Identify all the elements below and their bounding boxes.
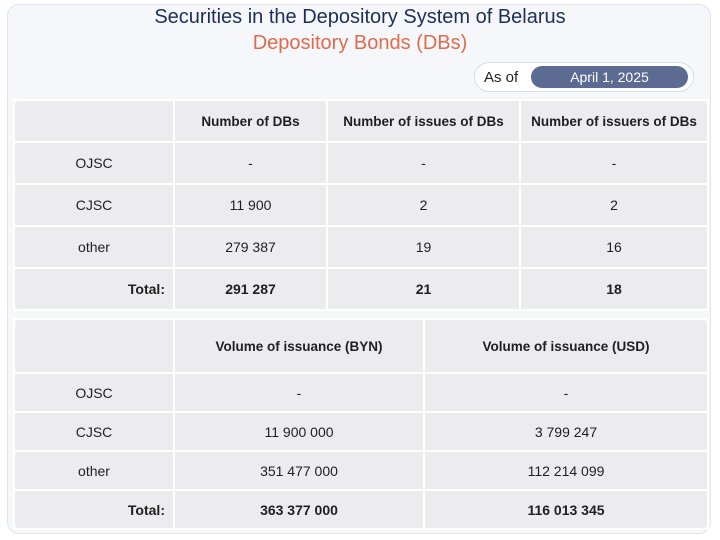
table-cell: - [173,141,328,185]
table-cell: 11 900 000 [173,411,425,452]
row-label: OJSC [13,372,175,413]
total-row: Total: 291 287 21 18 [13,267,709,311]
page-title: Securities in the Depository System of B… [154,6,566,28]
total-row: Total: 363 377 000 116 013 345 [13,489,709,530]
row-label: OJSC [13,141,175,185]
as-of-date-pill[interactable]: April 1, 2025 [531,66,688,88]
header-number-of-issuers: Number of issuers of DBs [519,99,709,143]
table-cell: - [423,372,709,413]
table-cell: 351 477 000 [173,450,425,491]
table-cell: 112 214 099 [423,450,709,491]
table-cell: - [519,141,709,185]
table-header-row: Number of DBs Number of issues of DBs Nu… [13,99,709,143]
as-of-label: As of [484,69,519,86]
table-cell: 16 [519,225,709,269]
table-cell: - [326,141,521,185]
total-cell: 21 [326,267,521,311]
total-cell: 291 287 [173,267,328,311]
table-row: CJSC 11 900 2 2 [13,183,709,227]
table-cell: 2 [519,183,709,227]
as-of-date-selector[interactable]: As of April 1, 2025 [474,62,694,92]
table-row: other 351 477 000 112 214 099 [13,450,709,491]
table-row: other 279 387 19 16 [13,225,709,269]
bonds-count-table: Number of DBs Number of issues of DBs Nu… [13,99,709,311]
header-number-of-issues: Number of issues of DBs [326,99,521,143]
table-row: CJSC 11 900 000 3 799 247 [13,411,709,452]
table-row: OJSC - - [13,372,709,413]
total-label: Total: [13,267,175,311]
header-cell-empty [13,318,175,374]
issuance-volume-table: Volume of issuance (BYN) Volume of issua… [13,318,709,530]
table-cell: 11 900 [173,183,328,227]
row-label: other [13,225,175,269]
page-subtitle: Depository Bonds (DBs) [252,32,468,54]
total-cell: 116 013 345 [423,489,709,530]
row-label: CJSC [13,411,175,452]
table-cell: 2 [326,183,521,227]
table-cell: 279 387 [173,225,328,269]
header-cell-empty [13,99,175,143]
header-volume-usd: Volume of issuance (USD) [423,318,709,374]
table-cell: - [173,372,425,413]
row-label: other [13,450,175,491]
total-label: Total: [13,489,175,530]
header-number-of-dbs: Number of DBs [173,99,328,143]
total-cell: 363 377 000 [173,489,425,530]
table-row: OJSC - - - [13,141,709,185]
header-volume-byn: Volume of issuance (BYN) [173,318,425,374]
table-cell: 19 [326,225,521,269]
total-cell: 18 [519,267,709,311]
table-cell: 3 799 247 [423,411,709,452]
table-header-row: Volume of issuance (BYN) Volume of issua… [13,318,709,374]
row-label: CJSC [13,183,175,227]
